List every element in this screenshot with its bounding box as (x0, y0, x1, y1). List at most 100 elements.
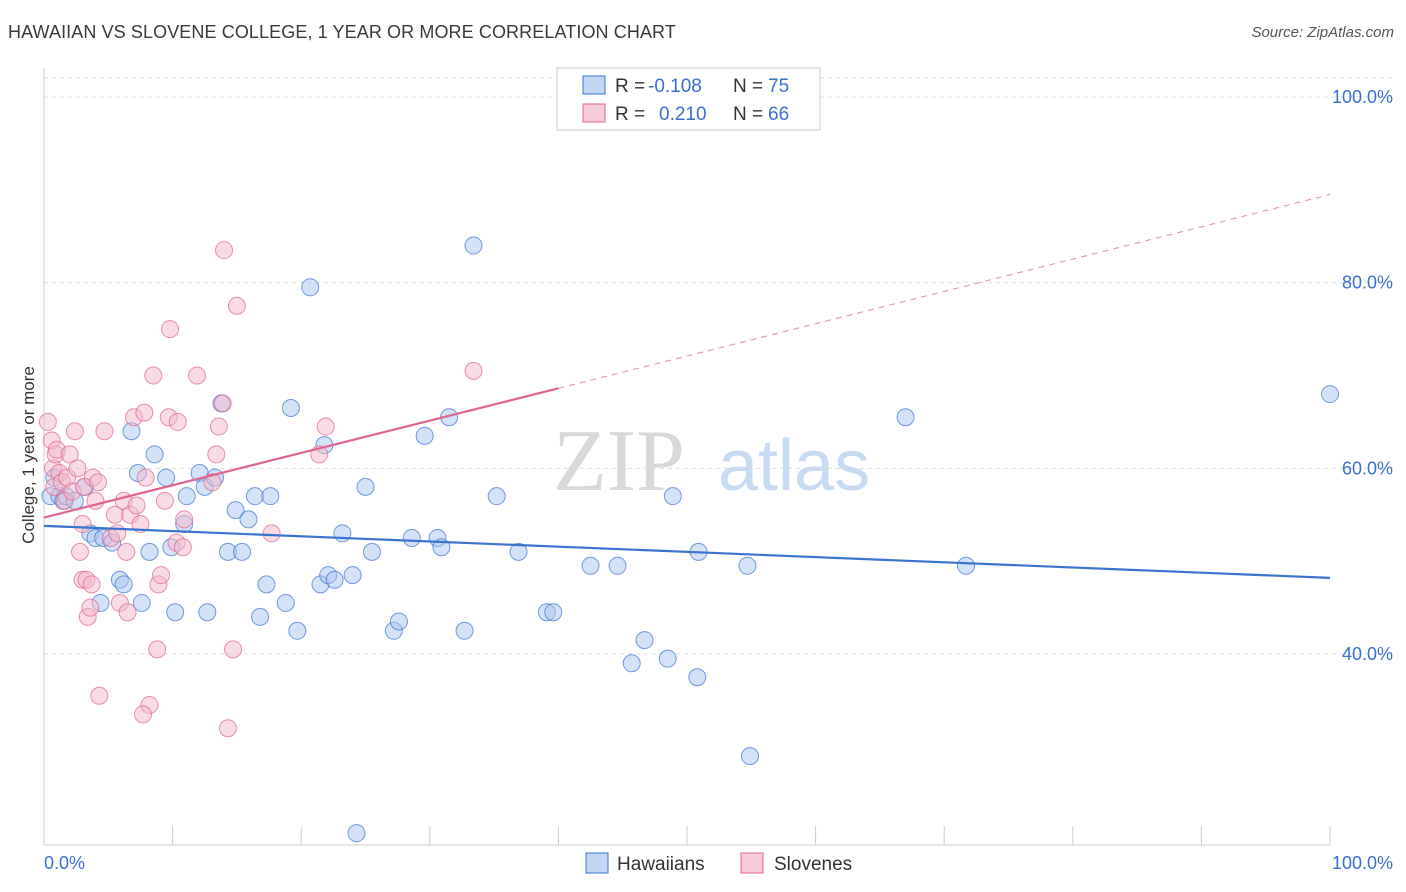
hawaiian-point (635, 631, 654, 650)
slovene-point (117, 542, 136, 561)
bottom-legend-swatch-slovenes (740, 852, 764, 874)
hawaiians-points (41, 236, 1339, 843)
hawaiian-point (356, 477, 375, 496)
slovene-point (152, 566, 171, 585)
hawaiian-point (544, 603, 563, 622)
hawaiian-point (166, 603, 185, 622)
hawaiian-point (663, 487, 682, 506)
y-tick-label: 80.0% (1342, 273, 1393, 293)
slovenes-trend-line (43, 387, 559, 519)
legend-swatch-hawaiians (582, 75, 606, 95)
slovene-point (108, 524, 127, 543)
hawaiian-point (896, 408, 915, 427)
slovene-point (161, 320, 180, 339)
slovene-point (131, 515, 150, 534)
slovene-point (209, 417, 228, 436)
slovene-point (224, 640, 243, 659)
legend: R = -0.108 N = 75 R = 0.210 N = 66 (556, 67, 821, 131)
slovene-point (464, 361, 483, 380)
slovene-point (203, 473, 222, 492)
hawaiian-point (198, 603, 217, 622)
y-tick-label: 60.0% (1342, 458, 1393, 478)
slovene-point (175, 510, 194, 529)
hawaiian-point (132, 593, 151, 612)
y-tick-label: 100.0% (1332, 87, 1393, 107)
legend-r-value-1: -0.108 (648, 76, 702, 97)
slovene-point (227, 296, 246, 315)
hawaiian-point (114, 575, 133, 594)
y-tick-label: 40.0% (1342, 644, 1393, 664)
bottom-legend-swatch-hawaiians (585, 852, 609, 874)
slovene-point (148, 640, 167, 659)
legend-r-value-2: 0.210 (659, 104, 707, 125)
hawaiian-point (288, 621, 307, 640)
legend-n-label-1: N = (733, 76, 763, 97)
legend-r-label-1: R = (615, 76, 645, 97)
slovenes-points (38, 241, 483, 738)
hawaiian-point (261, 487, 280, 506)
slovene-point (173, 538, 192, 557)
hawaiian-point (239, 510, 258, 529)
slovene-point (82, 575, 101, 594)
slovene-point (207, 445, 226, 464)
x-tick-labels: 0.0% 100.0% (44, 853, 1393, 873)
slovene-point (144, 366, 163, 385)
chart-title: HAWAIIAN VS SLOVENE COLLEGE, 1 YEAR OR M… (8, 22, 676, 42)
slovene-point (90, 686, 109, 705)
hawaiian-point (957, 556, 976, 575)
hawaiian-point (402, 528, 421, 547)
slovenes-trend-extension (558, 193, 1331, 389)
slovene-point (65, 422, 84, 441)
slovene-point (168, 412, 187, 431)
slovene-point (213, 394, 232, 413)
hawaiian-point (362, 542, 381, 561)
hawaiian-point (325, 570, 344, 589)
trend-lines (43, 193, 1331, 579)
hawaiian-point (233, 542, 252, 561)
hawaiian-point (455, 621, 474, 640)
slovene-point (155, 491, 174, 510)
slovene-point (136, 468, 155, 487)
hawaiian-point (145, 445, 164, 464)
hawaiian-point (301, 278, 320, 297)
hawaiian-point (347, 824, 366, 843)
bottom-legend-hawaiians: Hawaiians (617, 854, 705, 875)
slovene-point (218, 719, 237, 738)
slovene-point (60, 445, 79, 464)
hawaiian-point (738, 556, 757, 575)
hawaiian-point (281, 398, 300, 417)
bottom-legend: Hawaiians Slovenes (585, 852, 852, 875)
slovene-point (73, 515, 92, 534)
hawaiian-point (177, 487, 196, 506)
grid-lines (44, 77, 1393, 655)
hawaiian-point (658, 649, 677, 668)
watermark-atlas: atlas (718, 426, 870, 506)
slovene-point (134, 705, 153, 724)
hawaiian-point (257, 575, 276, 594)
hawaiian-point (389, 612, 408, 631)
slovene-point (215, 241, 234, 260)
y-axis-label: College, 1 year or more (19, 366, 38, 544)
axes (43, 68, 1331, 846)
legend-n-label-2: N = (733, 104, 763, 125)
x-tick-label-start: 0.0% (44, 853, 85, 873)
hawaiian-point (741, 747, 760, 766)
legend-n-value-2: 66 (768, 104, 789, 125)
slovene-point (81, 598, 100, 617)
hawaiian-point (464, 236, 483, 255)
legend-n-value-1: 75 (768, 76, 789, 97)
hawaiian-point (688, 668, 707, 687)
hawaiian-point (157, 468, 176, 487)
hawaiian-point (608, 556, 627, 575)
slovene-point (71, 542, 90, 561)
slovene-point (135, 403, 154, 422)
legend-swatch-slovenes (582, 103, 606, 123)
hawaiian-point (245, 487, 264, 506)
hawaiian-point (251, 607, 270, 626)
hawaiian-point (140, 542, 159, 561)
source-label: Source: ZipAtlas.com (1251, 24, 1394, 41)
slovene-point (188, 366, 207, 385)
hawaiian-point (622, 654, 641, 673)
watermark-zip: ZIP (553, 413, 685, 510)
slovene-point (38, 412, 57, 431)
